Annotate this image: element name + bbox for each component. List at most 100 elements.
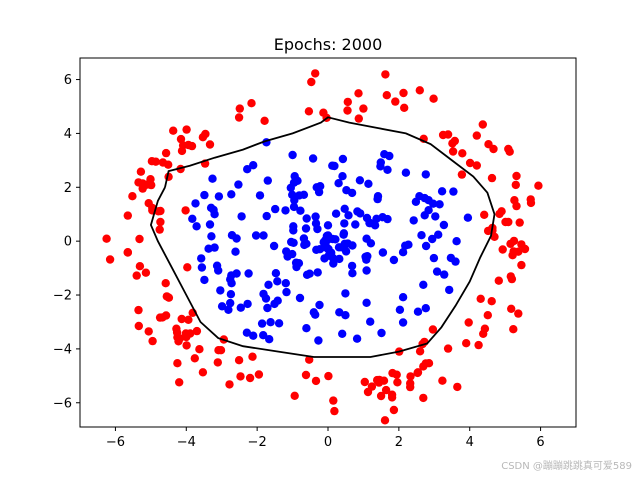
red-point-154 [134, 321, 143, 331]
blue-point-4 [282, 287, 291, 297]
red-point-155 [381, 385, 391, 395]
red-point-126 [161, 148, 171, 158]
blue-point-26 [273, 277, 282, 286]
red-point-62 [367, 382, 377, 391]
red-point-81 [156, 217, 165, 227]
red-point-174 [382, 91, 391, 100]
red-point-139 [375, 375, 384, 385]
red-point-44 [465, 158, 475, 168]
red-point-119 [248, 352, 257, 361]
plot-layer [102, 69, 543, 425]
blue-point-176 [281, 206, 290, 215]
blue-point-63 [265, 335, 274, 344]
blue-point-212 [302, 214, 311, 223]
red-point-118 [214, 346, 223, 355]
y-tick-label--6: −6 [53, 396, 72, 411]
red-point-164 [388, 368, 397, 378]
decision-boundary-line [149, 116, 496, 358]
red-point-99 [415, 347, 425, 356]
red-point-71 [359, 104, 368, 113]
blue-point-215 [340, 204, 349, 213]
red-point-82 [213, 358, 222, 367]
blue-point-27 [445, 285, 454, 295]
blue-point-204 [353, 207, 362, 216]
blue-point-58 [348, 269, 357, 278]
blue-point-216 [324, 244, 333, 254]
red-point-144 [480, 210, 489, 219]
blue-point-112 [352, 334, 362, 343]
red-point-19 [487, 173, 497, 183]
blue-point-138 [191, 199, 200, 208]
blue-point-100 [236, 303, 245, 312]
red-point-130 [186, 329, 195, 338]
blue-point-117 [217, 302, 227, 311]
red-point-18 [128, 192, 137, 201]
x-tick-label--4: −4 [177, 435, 196, 450]
blue-point-122 [261, 294, 271, 303]
red-point-68 [144, 327, 153, 336]
blue-point-188 [323, 221, 333, 230]
blue-point-102 [251, 231, 261, 240]
blue-point-166 [281, 279, 290, 288]
red-point-111 [156, 206, 165, 216]
red-point-6 [354, 114, 363, 123]
blue-point-46 [313, 268, 322, 277]
red-point-58 [517, 260, 526, 270]
blue-point-18 [421, 304, 430, 313]
red-point-65 [389, 405, 399, 415]
blue-point-164 [362, 266, 371, 275]
blue-point-69 [338, 172, 347, 181]
blue-point-56 [210, 243, 219, 252]
x-tick-label--2: −2 [248, 435, 267, 450]
red-point-196 [483, 311, 492, 320]
blue-point-141 [366, 317, 375, 326]
red-point-37 [393, 378, 402, 387]
red-point-122 [514, 247, 523, 256]
red-point-190 [123, 211, 132, 220]
blue-point-5 [311, 310, 320, 319]
red-point-73 [161, 311, 171, 320]
red-point-142 [162, 292, 171, 301]
red-point-182 [509, 325, 518, 334]
blue-point-84 [362, 298, 371, 307]
red-point-51 [476, 294, 485, 303]
red-point-128 [182, 341, 191, 350]
blue-point-98 [271, 204, 280, 214]
red-point-120 [319, 108, 328, 117]
blue-point-96 [417, 231, 426, 240]
red-point-193 [510, 196, 519, 205]
blue-point-124 [424, 206, 433, 215]
red-point-151 [380, 416, 390, 425]
blue-point-92 [315, 300, 324, 310]
blue-point-1 [226, 290, 236, 299]
blue-point-173 [289, 178, 299, 187]
blue-point-132 [301, 224, 311, 233]
blue-point-118 [439, 220, 449, 230]
blue-point-136 [266, 318, 275, 327]
blue-point-103 [347, 261, 357, 271]
blue-point-0 [296, 206, 305, 215]
watermark: CSDN @蹦蹦跳跳真可爱589 [501, 461, 632, 472]
red-point-84 [305, 355, 314, 364]
red-point-127 [406, 379, 415, 388]
blue-point-145 [227, 190, 236, 199]
blue-point-116 [446, 253, 456, 263]
blue-point-22 [259, 331, 268, 340]
red-point-153 [507, 304, 516, 313]
blue-point-76 [234, 180, 243, 189]
red-point-148 [123, 248, 132, 257]
red-point-32 [343, 106, 352, 115]
red-point-163 [173, 359, 182, 368]
blue-point-49 [435, 200, 444, 209]
red-point-61 [354, 89, 363, 98]
blue-point-12 [429, 253, 439, 263]
red-point-49 [472, 161, 481, 170]
red-point-7 [399, 88, 408, 98]
red-point-102 [517, 240, 526, 249]
red-point-195 [192, 326, 202, 336]
blue-point-133 [274, 319, 284, 328]
blue-point-218 [361, 252, 370, 261]
red-point-179 [443, 344, 453, 353]
blue-point-167 [249, 331, 258, 340]
